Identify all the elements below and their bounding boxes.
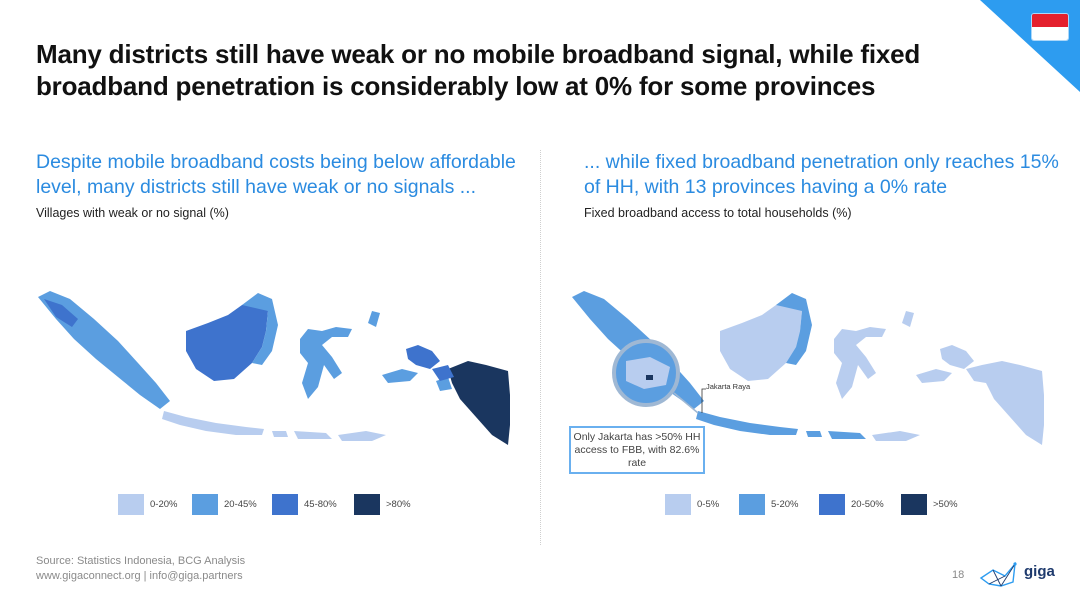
jakarta-callout: Only Jakarta has >50% HH access to FBB, … xyxy=(569,426,705,474)
map-region-nusa-tenggara xyxy=(272,431,386,441)
map-region-maluku xyxy=(902,311,974,383)
jakarta-region-marker xyxy=(646,375,653,380)
legend-swatch xyxy=(665,494,691,515)
footer-links[interactable]: www.gigaconnect.org | info@giga.partners xyxy=(36,570,243,582)
page-title: Many districts still have weak or no mob… xyxy=(36,39,921,101)
footer: Source: Statistics Indonesia, BCG Analys… xyxy=(36,554,245,584)
map-region-papua xyxy=(966,361,1044,445)
legend-swatch xyxy=(192,494,218,515)
map-region-sulawesi xyxy=(300,327,352,399)
indonesia-flag-icon xyxy=(1032,14,1068,40)
map-region-kalimantan xyxy=(186,301,268,381)
legend-label: >80% xyxy=(386,499,411,510)
right-map-fixed-broadband xyxy=(572,291,1044,445)
map-region-nusa-tenggara-east xyxy=(872,431,920,441)
legend-swatch xyxy=(118,494,144,515)
map-region-kalimantan xyxy=(720,301,802,381)
map-region-sumatra-north xyxy=(44,299,78,327)
legend-swatch xyxy=(901,494,927,515)
map-region-north-maluku xyxy=(406,345,440,369)
map-region-sulawesi xyxy=(834,327,886,399)
right-caption: Fixed broadband access to total househol… xyxy=(584,206,852,220)
left-subtitle: Despite mobile broadband costs being bel… xyxy=(36,151,516,198)
legend-label: 0-20% xyxy=(150,499,178,510)
left-caption: Villages with weak or no signal (%) xyxy=(36,206,229,220)
page-number: 18 xyxy=(952,569,965,581)
legend-label: 45-80% xyxy=(304,499,337,510)
giga-logo-icon xyxy=(979,561,1017,587)
legend-label: 20-50% xyxy=(851,499,884,510)
right-legend: 0-5% 5-20% 20-50% >50% xyxy=(665,494,995,516)
left-legend: 0-20% 20-45% 45-80% >80% xyxy=(118,494,448,516)
legend-swatch xyxy=(354,494,380,515)
jakarta-label: Jakarta Raya xyxy=(706,382,751,391)
left-panel: Despite mobile broadband costs being bel… xyxy=(36,150,516,220)
map-region-nusa-tenggara xyxy=(806,431,866,439)
legend-label: 0-5% xyxy=(697,499,720,510)
map-region-kalimantan-north xyxy=(242,293,278,365)
map-region-java xyxy=(696,411,798,435)
legend-swatch xyxy=(272,494,298,515)
right-panel: ... while fixed broadband penetration on… xyxy=(584,150,1064,220)
map-region-kalimantan-east xyxy=(776,293,812,365)
map-region-maluku xyxy=(368,311,452,391)
column-divider xyxy=(540,150,541,545)
source-note: Source: Statistics Indonesia, BCG Analys… xyxy=(36,555,246,567)
map-region-papua xyxy=(448,361,510,445)
legend-label: 5-20% xyxy=(771,499,799,510)
legend-swatch xyxy=(819,494,845,515)
legend-label: >50% xyxy=(933,499,958,510)
legend-label: 20-45% xyxy=(224,499,257,510)
map-region-papua-west xyxy=(432,365,454,381)
map-region-java xyxy=(162,411,264,435)
legend-swatch xyxy=(739,494,765,515)
left-map-mobile-signal xyxy=(38,291,510,445)
right-subtitle: ... while fixed broadband penetration on… xyxy=(584,151,1059,198)
giga-logo-text: giga xyxy=(1024,563,1055,580)
